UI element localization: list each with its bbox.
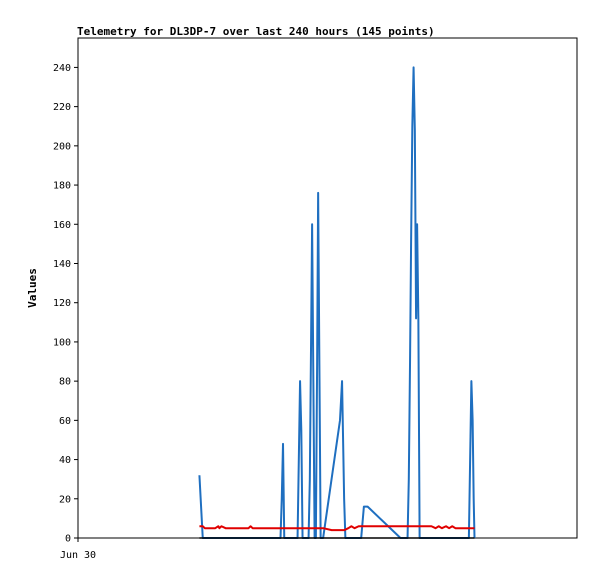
plot-area [77,37,578,539]
y-tick-label: 160 [53,220,71,231]
y-tick-label: 60 [59,416,71,427]
series-layer [198,66,476,539]
chart-title: Telemetry for DL3DP-7 over last 240 hour… [77,25,435,38]
x-tick-label: Jun 30 [60,550,96,561]
y-tick-label: 120 [53,298,71,309]
y-tick-label: 0 [65,534,71,545]
x-axis: Jun 30 [60,538,96,561]
y-tick-label: 220 [53,102,71,113]
y-tick-label: 140 [53,259,71,270]
y-tick-label: 40 [59,455,71,466]
y-tick-label: 180 [53,181,71,192]
y-axis: 0 20 40 60 80 100 120 140 160 180 200 220 240 [53,63,78,545]
y-tick-label: 240 [53,63,71,74]
y-tick-label: 80 [59,377,71,388]
y-tick-label: 20 [59,494,71,505]
y-tick-label: 100 [53,337,71,348]
series-line-1 [199,525,475,532]
y-tick-label: 200 [53,141,71,152]
y-axis-label: Values [26,268,39,308]
series-line-0 [198,66,476,539]
